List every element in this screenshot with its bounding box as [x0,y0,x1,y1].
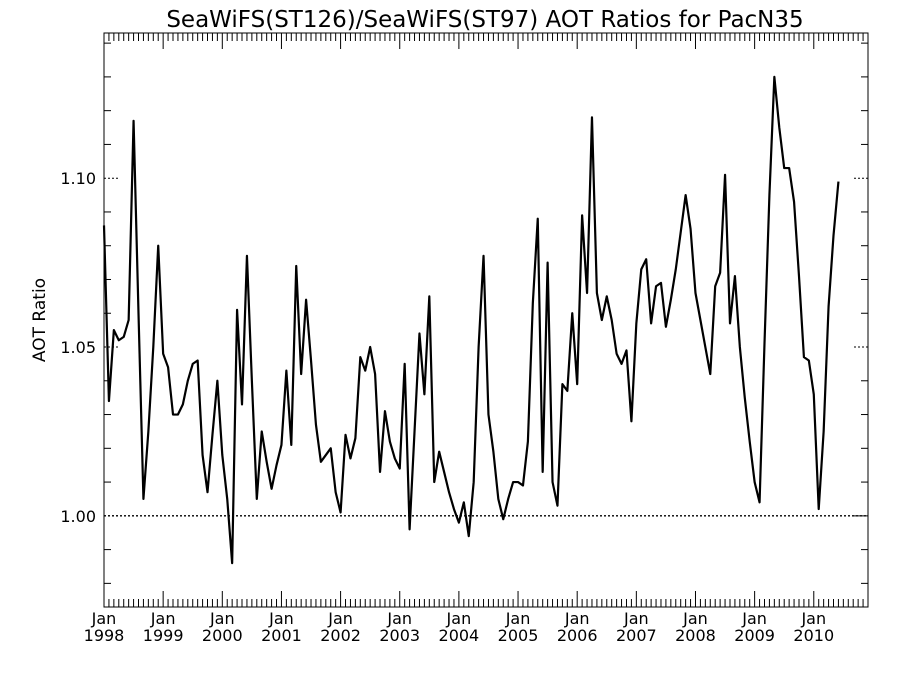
x-tick-label-year: 2003 [379,626,420,645]
x-tick-label-year: 2000 [202,626,243,645]
x-tick-label-year: 2002 [320,626,361,645]
x-tick-label-month: Jan [800,609,826,628]
x-tick-label-month: Jan [682,609,708,628]
y-tick-label: 1.10 [60,169,96,188]
x-tick-label-year: 2005 [498,626,539,645]
x-tick-label-year: 2004 [439,626,480,645]
series-line-0 [102,75,840,565]
x-tick-label-month: Jan [446,609,472,628]
x-tick-label-year: 2006 [557,626,598,645]
x-tick-label-month: Jan [91,609,117,628]
x-tick-label-year: 2008 [675,626,716,645]
x-tick-label-month: Jan [386,609,412,628]
x-tick-label-year: 2010 [793,626,834,645]
x-tick-label-month: Jan [505,609,531,628]
chart-title: SeaWiFS(ST126)/SeaWiFS(ST97) AOT Ratios … [166,7,803,33]
x-tick-label-month: Jan [327,609,353,628]
tick-labels: 1.001.051.10Jan1998Jan1999Jan2000Jan2001… [60,169,834,645]
x-tick-label-year: 2001 [261,626,302,645]
x-tick-label-year: 2007 [616,626,657,645]
x-tick-label-month: Jan [268,609,294,628]
x-tick-label-year: 1999 [143,626,184,645]
data-series [102,75,840,565]
y-tick-label: 1.00 [60,507,96,526]
x-tick-label-month: Jan [564,609,590,628]
y-axis-label: AOT Ratio [30,278,50,362]
x-tick-label-month: Jan [150,609,176,628]
axis-ticks [103,33,869,607]
x-tick-label-month: Jan [741,609,767,628]
x-tick-label-year: 2009 [734,626,775,645]
plot-frame [103,32,869,608]
x-tick-label-month: Jan [209,609,235,628]
y-tick-label: 1.05 [60,338,96,357]
x-tick-label-month: Jan [623,609,649,628]
x-tick-label-year: 1998 [84,626,125,645]
